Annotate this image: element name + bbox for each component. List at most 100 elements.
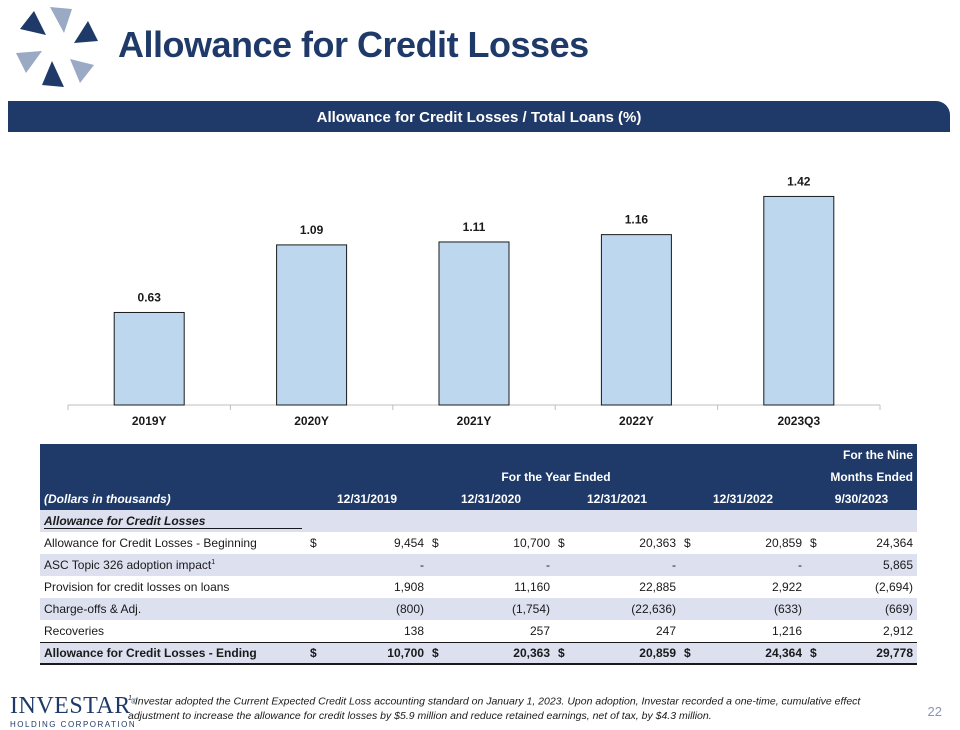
col-header-2020: 12/31/2020 [428, 488, 554, 510]
row-label: Provision for credit losses on loans [40, 576, 306, 598]
dollar-sign: $ [554, 532, 576, 554]
cell-value: 11,160 [450, 576, 554, 598]
cell-value: (669) [828, 598, 917, 620]
row-label: Charge-offs & Adj. [40, 598, 306, 620]
row-label: ASC Topic 326 adoption impact1 [40, 554, 306, 576]
table-row: ASC Topic 326 adoption impact1- - - -5,865 [40, 554, 917, 576]
table-row: Provision for credit losses on loans 1,90… [40, 576, 917, 598]
cell-value: 22,885 [576, 576, 680, 598]
dollar-sign: $ [806, 532, 828, 554]
data-label-2019Y: 0.63 [138, 290, 162, 304]
cell-value: (633) [702, 598, 806, 620]
dollar-sign [428, 598, 450, 620]
cell-value: - [576, 554, 680, 576]
cell-value: (22,636) [576, 598, 680, 620]
dollar-sign: $ [806, 641, 828, 665]
page-title: Allowance for Credit Losses [118, 24, 589, 65]
footnote: 1 Investar adopted the Current Expected … [128, 692, 898, 723]
year-ended-label: For the Year Ended [306, 466, 806, 488]
cell-value: 2,922 [702, 576, 806, 598]
cell-value: 5,865 [828, 554, 917, 576]
footnote-mark: 1 [128, 695, 132, 702]
col-header-2019: 12/31/2019 [306, 488, 428, 510]
header-row-3: (Dollars in thousands) 12/31/2019 12/31/… [40, 488, 917, 510]
dollar-sign [306, 598, 328, 620]
bar-2019Y [113, 311, 185, 406]
cell-value: - [702, 554, 806, 576]
nine-months-label-1: For the Nine [806, 444, 917, 466]
x-tick-label-2020Y: 2020Y [294, 414, 329, 428]
cell-value: 1,908 [328, 576, 428, 598]
cell-value: 257 [450, 620, 554, 642]
dollar-sign [806, 554, 828, 576]
bar-chart: 0.63 2019Y 1.09 2020Y 1.11 2021Y 1.16 2022Y 1.42… [0, 140, 960, 440]
dollar-sign [428, 576, 450, 598]
x-tick-label-2021Y: 2021Y [457, 414, 492, 428]
bar-2020Y [276, 244, 348, 406]
header-row-2: For the Year Ended Months Ended [40, 466, 917, 488]
bar-2021Y [438, 241, 510, 406]
dollar-sign: $ [428, 641, 450, 665]
cell-value: (2,694) [828, 576, 917, 598]
dollar-sign [806, 620, 828, 642]
cell-value: 24,364 [702, 641, 806, 665]
nine-months-label-2: Months Ended [806, 466, 917, 488]
table-row: Recoveries 138 257 247 1,216 2,912 [40, 620, 917, 642]
dollar-sign: $ [306, 532, 328, 554]
row-label-text: ASC Topic 326 adoption impact [44, 558, 212, 572]
bar-2022Y [600, 234, 672, 406]
dollar-sign [554, 598, 576, 620]
row-label-text: Allowance for Credit Losses - Beginning [44, 536, 257, 550]
cell-value: (800) [328, 598, 428, 620]
investar-logo-mark-icon [16, 7, 98, 87]
cell-value: 20,859 [702, 532, 806, 554]
cell-value: 10,700 [328, 641, 428, 665]
cell-value: 29,778 [828, 641, 917, 665]
row-label: Allowance for Credit Losses - Beginning [40, 532, 306, 554]
dollar-sign [428, 554, 450, 576]
units-label: (Dollars in thousands) [40, 488, 306, 510]
cell-value: 20,363 [450, 641, 554, 665]
footnote-text: Investar adopted the Current Expected Cr… [128, 695, 861, 722]
dollar-sign [680, 554, 702, 576]
cell-value: 247 [576, 620, 680, 642]
table-body: Allowance for Credit Losses - Beginning $… [40, 532, 917, 665]
allowance-table: For the Nine For the Year Ended Months E… [40, 444, 917, 665]
logo-subtitle: HOLDING CORPORATION [10, 720, 137, 729]
section-row: Allowance for Credit Losses [40, 510, 917, 532]
x-tick-label-2019Y: 2019Y [132, 414, 167, 428]
dollar-sign [428, 620, 450, 642]
header-row-1: For the Nine [40, 444, 917, 466]
dollar-sign [680, 598, 702, 620]
x-tick-label-2023Q3: 2023Q3 [777, 414, 820, 428]
data-label-2020Y: 1.09 [300, 223, 324, 237]
row-label-text: Provision for credit losses on loans [44, 580, 230, 594]
cell-value: - [328, 554, 428, 576]
dollar-sign [306, 576, 328, 598]
dollar-sign [554, 620, 576, 642]
row-label-sup: 1 [211, 559, 216, 566]
logo-name: INVESTAR [10, 693, 131, 719]
x-tick-label-2022Y: 2022Y [619, 414, 654, 428]
page-number: 22 [927, 704, 942, 719]
cell-value: (1,754) [450, 598, 554, 620]
dollar-sign [680, 620, 702, 642]
row-label-text: Charge-offs & Adj. [44, 602, 142, 616]
table-row: Charge-offs & Adj. (800) (1,754) (22,636) (6… [40, 598, 917, 620]
cell-value: 138 [328, 620, 428, 642]
bar-chart-svg: 0.63 2019Y 1.09 2020Y 1.11 2021Y 1.16 2022Y 1.42… [67, 174, 881, 428]
cell-value: 24,364 [828, 532, 917, 554]
footer-logo: INVESTAR® HOLDING CORPORATION [10, 690, 137, 729]
dollar-sign [306, 554, 328, 576]
col-header-2023: 9/30/2023 [806, 488, 917, 510]
cell-value: - [450, 554, 554, 576]
data-label-2021Y: 1.11 [463, 220, 486, 234]
dollar-sign [554, 576, 576, 598]
dollar-sign: $ [306, 641, 328, 665]
col-header-2022: 12/31/2022 [680, 488, 806, 510]
dollar-sign [306, 620, 328, 642]
table-row: Allowance for Credit Losses - Beginning $… [40, 532, 917, 554]
dollar-sign [680, 576, 702, 598]
table-row: Allowance for Credit Losses - Ending $10,… [40, 641, 917, 665]
chart-banner-title: Allowance for Credit Losses / Total Loan… [316, 109, 642, 126]
